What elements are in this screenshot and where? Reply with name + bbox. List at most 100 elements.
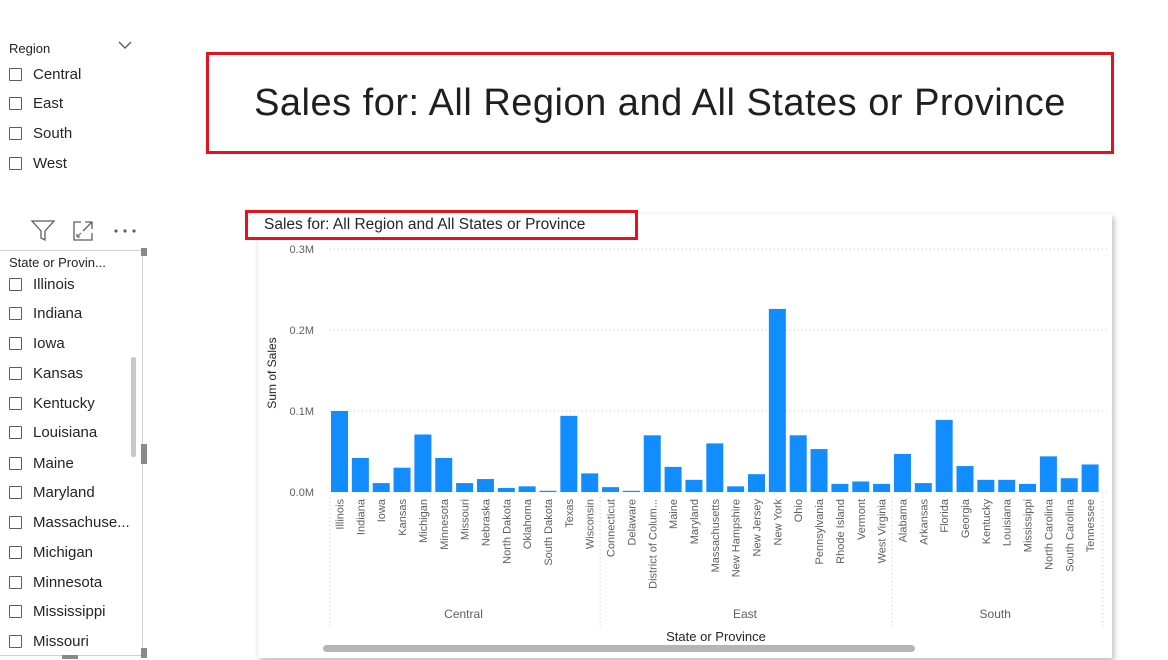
state-item[interactable]: Maine: [9, 452, 74, 474]
checkbox[interactable]: [9, 96, 22, 110]
checkbox[interactable]: [9, 126, 22, 140]
x-tick-label: Ohio: [793, 499, 805, 522]
state-item[interactable]: Illinois: [9, 273, 75, 295]
bar: [956, 466, 974, 492]
checkbox[interactable]: [9, 604, 22, 618]
state-item-label: Massachuse...: [33, 513, 130, 531]
more-options-icon[interactable]: [112, 219, 138, 243]
region-item-central[interactable]: Central: [9, 63, 81, 85]
resize-handle[interactable]: [141, 248, 147, 256]
slicer-scrollbar[interactable]: [131, 357, 136, 457]
chart-horizontal-scrollbar[interactable]: [323, 645, 915, 652]
state-item[interactable]: Indiana: [9, 302, 82, 324]
state-item[interactable]: Mississippi: [9, 600, 106, 622]
x-tick-label: Michigan: [418, 499, 430, 543]
x-group-label: Central: [444, 607, 483, 621]
filter-icon[interactable]: [30, 219, 56, 243]
bar: [789, 435, 807, 492]
y-tick-label: 0.3M: [290, 244, 314, 256]
x-axis-label: State or Province: [666, 629, 766, 644]
x-tick-label: Indiana: [355, 498, 367, 535]
region-item-label: West: [33, 154, 67, 172]
x-tick-label: Minnesota: [439, 498, 451, 550]
bar: [852, 481, 870, 492]
checkbox[interactable]: [9, 485, 22, 499]
bar: [748, 474, 765, 492]
bar: [873, 483, 891, 492]
checkbox[interactable]: [9, 515, 22, 529]
y-axis-label: Sum of Sales: [265, 337, 279, 408]
checkbox[interactable]: [9, 634, 22, 648]
x-tick-label: Louisiana: [1002, 498, 1014, 546]
checkbox[interactable]: [9, 545, 22, 559]
bar: [476, 479, 494, 492]
state-item[interactable]: Massachuse...: [9, 511, 130, 533]
x-tick-label: South Carolina: [1064, 498, 1076, 572]
y-tick-label: 0.0M: [290, 487, 314, 499]
bar: [602, 487, 620, 492]
checkbox[interactable]: [9, 156, 22, 170]
x-tick-label: Vermont: [856, 499, 868, 540]
bar: [998, 479, 1016, 492]
state-item[interactable]: Kentucky: [9, 392, 95, 414]
resize-handle[interactable]: [141, 648, 147, 658]
checkbox[interactable]: [9, 396, 22, 410]
checkbox[interactable]: [9, 366, 22, 380]
region-item-label: Central: [33, 65, 82, 83]
region-item-label: South: [33, 124, 73, 142]
bar: [539, 490, 557, 492]
bar: [768, 308, 786, 492]
checkbox[interactable]: [9, 277, 22, 291]
resize-handle[interactable]: [62, 655, 78, 659]
bar: [1060, 478, 1078, 492]
checkbox[interactable]: [9, 575, 22, 589]
x-tick-label: Tennessee: [1085, 499, 1097, 552]
x-tick-label: North Carolina: [1043, 498, 1055, 570]
state-item[interactable]: Minnesota: [9, 571, 102, 593]
state-item-label: Mississippi: [33, 602, 106, 620]
state-item[interactable]: Michigan: [9, 541, 93, 563]
y-tick-label: 0.1M: [290, 406, 314, 418]
bar: [727, 486, 745, 492]
state-item-label: Illinois: [33, 275, 75, 293]
x-tick-label: Oklahoma: [522, 498, 534, 549]
x-tick-label: New York: [772, 499, 784, 546]
x-tick-label: Illinois: [335, 499, 347, 530]
checkbox[interactable]: [9, 456, 22, 470]
bar: [622, 490, 640, 492]
checkbox[interactable]: [9, 306, 22, 320]
x-tick-label: Kansas: [397, 499, 409, 536]
state-item[interactable]: Kansas: [9, 362, 83, 384]
state-item[interactable]: Maryland: [9, 481, 95, 503]
region-item-label: East: [33, 94, 64, 112]
x-tick-label: Pennsylvania: [814, 498, 826, 564]
x-tick-label: Texas: [564, 499, 576, 528]
focus-mode-icon[interactable]: [71, 219, 97, 243]
bar: [1019, 483, 1037, 492]
checkbox[interactable]: [9, 425, 22, 439]
state-item[interactable]: Louisiana: [9, 421, 97, 443]
checkbox[interactable]: [9, 336, 22, 350]
state-item-label: Iowa: [33, 334, 65, 352]
x-tick-label: Maine: [668, 499, 680, 529]
state-item-label: Missouri: [33, 632, 89, 650]
resize-handle[interactable]: [141, 444, 147, 464]
x-tick-label: Kentucky: [981, 499, 993, 545]
bar: [810, 449, 828, 492]
bar: [581, 473, 599, 492]
region-item-south[interactable]: South: [9, 122, 72, 144]
chart-title-box: Sales for: All Region and All States or …: [245, 210, 638, 240]
x-tick-label: Alabama: [897, 498, 909, 542]
chart-title: Sales for: All Region and All States or …: [264, 216, 586, 233]
region-item-west[interactable]: West: [9, 152, 67, 174]
checkbox[interactable]: [9, 67, 22, 81]
state-item[interactable]: Iowa: [9, 332, 65, 354]
state-item[interactable]: Missouri: [9, 630, 89, 652]
state-item-label: Louisiana: [33, 423, 98, 441]
bar: [831, 483, 849, 492]
chevron-down-icon[interactable]: [118, 40, 132, 50]
x-tick-label: New Jersey: [752, 499, 764, 557]
region-item-east[interactable]: East: [9, 92, 63, 114]
bar: [518, 486, 536, 492]
bar: [664, 466, 682, 492]
